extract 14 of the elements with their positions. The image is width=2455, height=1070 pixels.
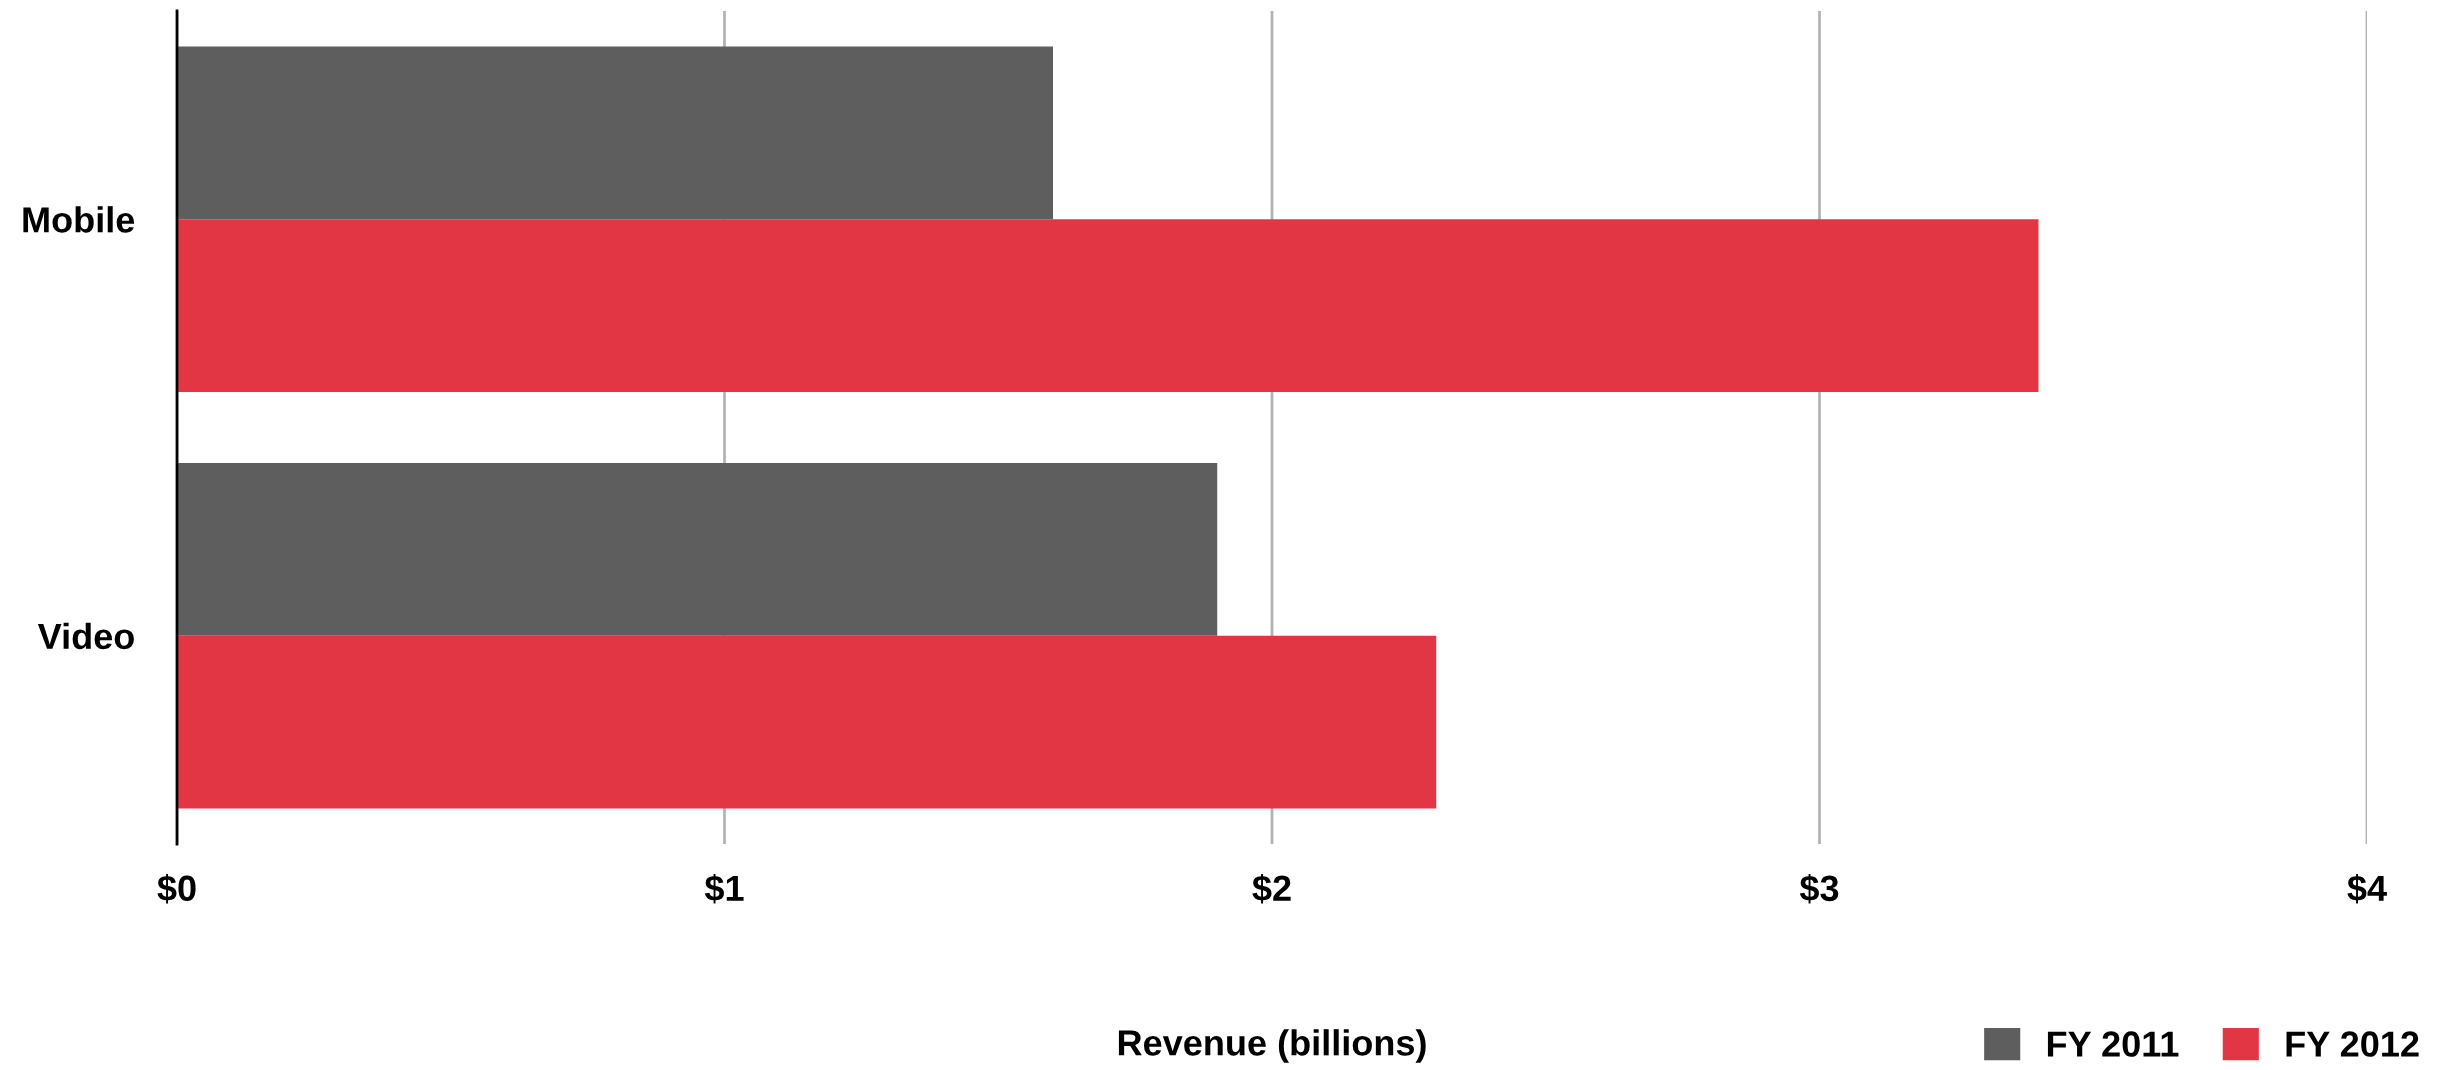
x-tick-label: $4 [2347,873,2387,904]
bar [177,635,1437,809]
bar [177,462,1218,636]
x-tick-label: $3 [1799,873,1839,904]
y-tick-label: Mobile [23,206,135,233]
y-tick-label: Video [37,622,134,650]
legend-label: FY 2011 [2047,1031,2179,1057]
x-axis-title: Revenue (billions) [1118,1029,1426,1063]
x-tick-label: $2 [1252,873,1291,904]
x-tick-label: $1 [704,873,744,904]
legend-label: FY 2012 [2286,1031,2419,1057]
bar [177,219,2039,393]
x-tick-label: $0 [157,873,196,904]
bar [177,46,1053,220]
